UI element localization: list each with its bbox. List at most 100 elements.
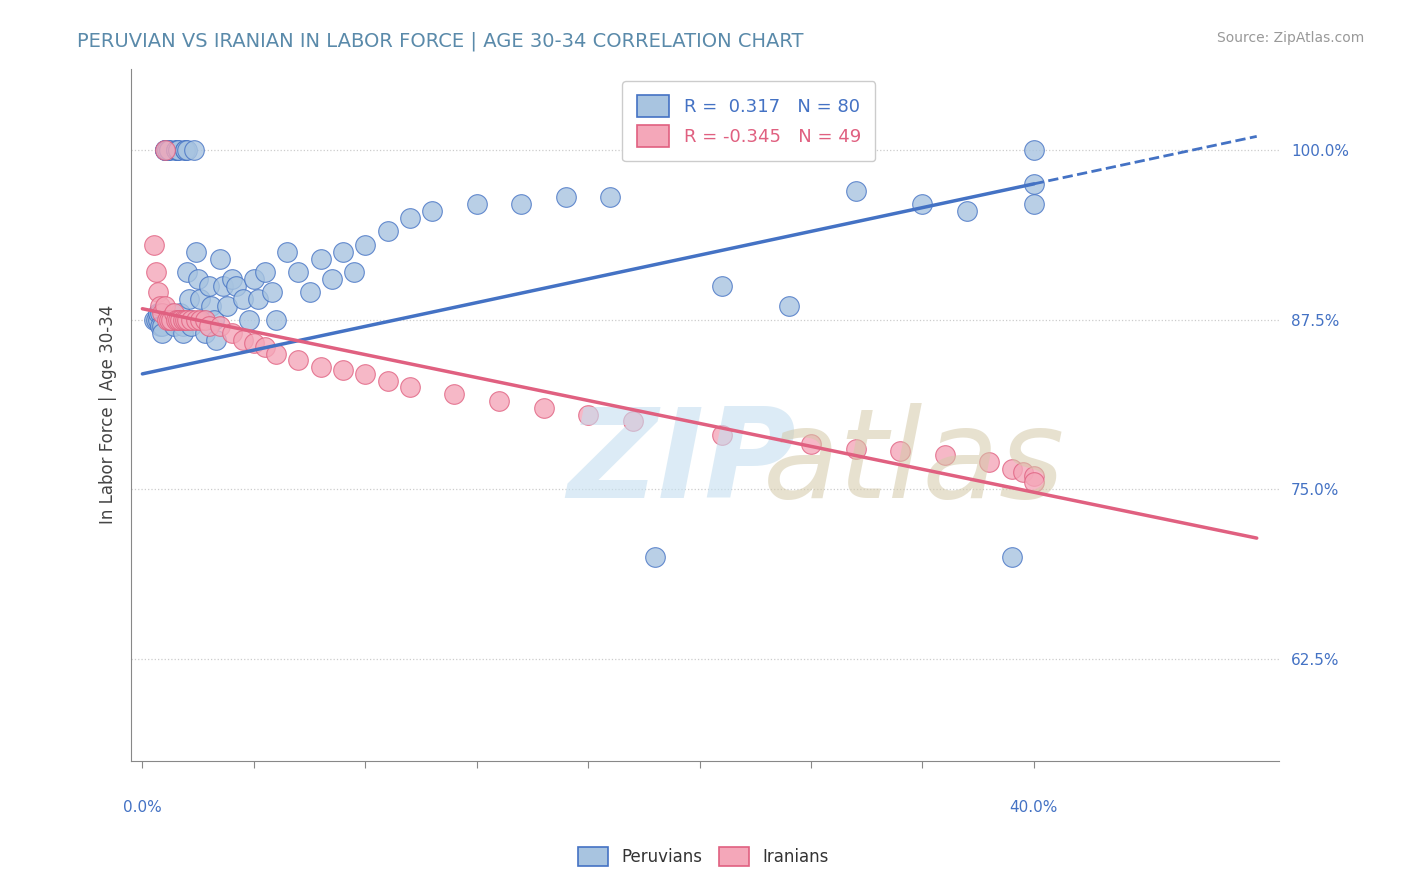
Point [176, 265, 198, 279]
Point [183, 143, 205, 157]
Point [1011, 465, 1033, 479]
Point [191, 312, 214, 326]
Point [153, 143, 176, 157]
Y-axis label: In Labor Force | Age 30-34: In Labor Force | Age 30-34 [100, 305, 117, 524]
Point [599, 190, 621, 204]
Point [162, 306, 184, 320]
Point [533, 401, 555, 415]
Point [217, 299, 239, 313]
Point [165, 143, 187, 157]
Point [1000, 462, 1022, 476]
Point [172, 326, 194, 341]
Point [176, 312, 198, 326]
Point [149, 319, 172, 334]
Point [934, 448, 956, 462]
Point [173, 143, 195, 157]
Point [160, 312, 183, 326]
Point [176, 143, 198, 157]
Text: 0.0%: 0.0% [122, 799, 162, 814]
Point [194, 326, 217, 341]
Point [1022, 143, 1045, 157]
Legend: R =  0.317   N = 80, R = -0.345   N = 49: R = 0.317 N = 80, R = -0.345 N = 49 [623, 81, 876, 161]
Point [465, 197, 488, 211]
Point [800, 437, 823, 451]
Point [205, 333, 228, 347]
Point [309, 360, 332, 375]
Point [1022, 475, 1045, 490]
Point [179, 292, 201, 306]
Point [188, 292, 211, 306]
Point [172, 312, 194, 326]
Point [956, 204, 979, 219]
Point [184, 244, 207, 259]
Point [510, 197, 533, 211]
Point [145, 265, 167, 279]
Point [160, 306, 183, 320]
Point [332, 363, 354, 377]
Point [173, 143, 195, 157]
Point [398, 380, 420, 394]
Point [232, 333, 254, 347]
Text: Source: ZipAtlas.com: Source: ZipAtlas.com [1216, 31, 1364, 45]
Point [194, 312, 217, 326]
Point [149, 306, 172, 320]
Point [354, 367, 377, 381]
Point [443, 387, 465, 401]
Point [621, 414, 644, 428]
Point [156, 312, 179, 326]
Point [165, 312, 187, 326]
Point [157, 312, 180, 326]
Point [287, 265, 309, 279]
Point [153, 143, 176, 157]
Point [287, 353, 309, 368]
Point [309, 252, 332, 266]
Point [377, 374, 399, 388]
Point [198, 319, 221, 334]
Point [167, 143, 190, 157]
Point [221, 272, 243, 286]
Point [167, 312, 190, 326]
Point [187, 272, 209, 286]
Point [1000, 550, 1022, 565]
Text: atlas: atlas [762, 402, 1064, 524]
Point [264, 346, 287, 360]
Legend: Peruvians, Iranians: Peruvians, Iranians [569, 838, 837, 875]
Point [243, 335, 266, 350]
Point [488, 394, 510, 409]
Point [377, 224, 399, 238]
Text: ZIP: ZIP [568, 402, 796, 524]
Point [169, 312, 191, 326]
Point [173, 312, 195, 326]
Point [710, 278, 733, 293]
Point [1022, 468, 1045, 483]
Point [188, 312, 211, 326]
Point [354, 238, 377, 252]
Point [169, 306, 191, 320]
Point [276, 244, 298, 259]
Point [153, 299, 176, 313]
Point [845, 442, 868, 456]
Point [180, 312, 202, 326]
Point [157, 143, 180, 157]
Point [243, 272, 266, 286]
Point [911, 197, 934, 211]
Point [202, 312, 225, 326]
Point [200, 299, 222, 313]
Point [162, 319, 184, 334]
Point [778, 299, 800, 313]
Point [146, 285, 169, 300]
Point [554, 190, 576, 204]
Point [153, 143, 176, 157]
Point [1022, 197, 1045, 211]
Point [332, 244, 354, 259]
Point [1022, 177, 1045, 191]
Point [184, 312, 207, 326]
Point [157, 143, 180, 157]
Point [225, 278, 247, 293]
Point [845, 184, 868, 198]
Point [156, 143, 179, 157]
Text: PERUVIAN VS IRANIAN IN LABOR FORCE | AGE 30-34 CORRELATION CHART: PERUVIAN VS IRANIAN IN LABOR FORCE | AGE… [77, 31, 804, 51]
Point [167, 143, 190, 157]
Point [253, 265, 276, 279]
Point [142, 238, 165, 252]
